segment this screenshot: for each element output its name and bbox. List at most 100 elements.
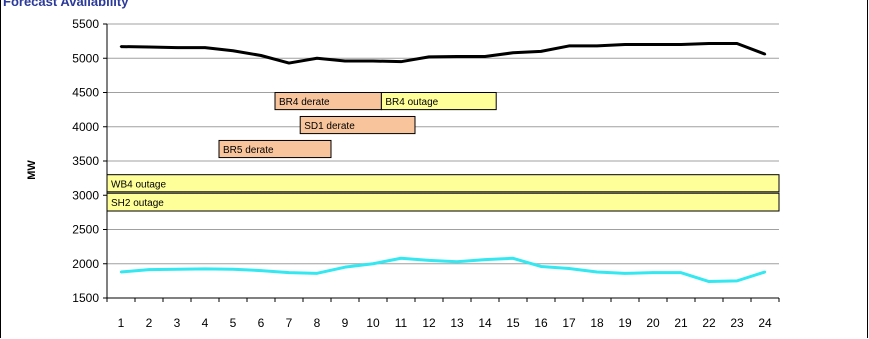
chart-title: Forecast Availability: [3, 0, 129, 9]
series-2-point: [707, 280, 711, 283]
series-line-1: [120, 42, 766, 65]
series-1-point: [315, 57, 319, 60]
x-tick-label: 11: [395, 316, 408, 330]
x-tick-label: 17: [562, 316, 576, 330]
x-tick-label: 4: [202, 316, 209, 330]
x-tick-label: 12: [422, 316, 436, 330]
series-2-point: [763, 270, 767, 274]
series-2-point: [399, 257, 403, 260]
y-tick-label: 3500: [72, 154, 99, 168]
series-2-point: [483, 258, 487, 261]
series-1-point: [427, 55, 431, 59]
series-2-point: [567, 267, 571, 270]
x-tick-label: 7: [286, 316, 293, 330]
series-2-point: [119, 270, 123, 274]
y-tick-label: 2000: [72, 257, 99, 271]
series-1-point: [483, 55, 487, 58]
series-2-point: [735, 279, 739, 283]
series-lines: [119, 42, 767, 284]
series-2-point: [343, 265, 347, 269]
series-1-point: [651, 43, 655, 46]
gridlines: [107, 23, 779, 265]
br4-outage-box: [380, 92, 497, 111]
series-2-point: [455, 260, 459, 263]
series-1-point: [567, 44, 571, 48]
series-1-point: [287, 61, 291, 65]
sd1-derate-box: [299, 115, 416, 135]
y-tick-label: 1500: [72, 291, 99, 305]
series-1-point: [231, 49, 235, 52]
x-tick-label: 10: [366, 316, 380, 330]
y-tick-label: 4000: [72, 120, 99, 134]
x-tick-label: 24: [758, 316, 772, 330]
series-1-point: [623, 43, 627, 46]
x-tick-label: 2: [146, 316, 153, 330]
series-2-point: [595, 270, 599, 274]
series-1-point: [175, 46, 179, 49]
x-tick-label: 16: [534, 316, 548, 330]
br4-outage-label: BR4 outage: [385, 97, 438, 108]
series-2-point: [147, 268, 151, 271]
series-1-point: [147, 45, 151, 49]
series-2-point: [259, 269, 263, 272]
series-2-point: [539, 265, 543, 268]
event-boxes: BR4 derate BR4 outage SD1 derate BR5 derate…: [106, 92, 780, 212]
series-2-point: [315, 272, 319, 275]
series-1-point: [539, 50, 543, 53]
y-tick-label: 4500: [72, 86, 99, 100]
series-2-point: [203, 267, 207, 271]
br4-derate-label: BR4 derate: [279, 97, 330, 108]
series-1-point: [399, 60, 403, 63]
sd1-derate-label: SD1 derate: [304, 121, 355, 132]
x-tick-label: 14: [478, 316, 492, 330]
x-tick-label: 20: [646, 316, 660, 330]
x-tick-label: 23: [730, 316, 744, 330]
series-1-point: [203, 46, 207, 49]
x-tick-label: 1: [118, 316, 125, 330]
axes: [103, 23, 780, 302]
x-tick-label: 9: [342, 316, 349, 330]
series-2-point: [651, 271, 655, 274]
x-tick-label: 18: [590, 316, 604, 330]
series-1-point: [511, 51, 515, 54]
y-tick-label: 5000: [72, 51, 99, 65]
series-2-point: [287, 271, 291, 274]
series-1-point: [259, 54, 263, 57]
x-tick-label: 5: [230, 316, 237, 330]
series-1-point: [679, 43, 683, 46]
x-tick-label: 19: [618, 316, 632, 330]
wb4-outage-label: WB4 outage: [111, 179, 166, 190]
series-1-point: [119, 45, 123, 48]
x-tick-label: 22: [702, 316, 716, 330]
y-tick-label: 5500: [72, 17, 99, 31]
sh2-outage-box: [106, 192, 780, 212]
series-1-point: [595, 44, 599, 48]
series-2-point: [175, 268, 179, 271]
x-tick-label: 3: [174, 316, 181, 330]
y-tick-label: 3000: [72, 188, 99, 202]
series-2-point: [427, 259, 431, 262]
series-1-point: [735, 42, 739, 45]
series-line-2: [120, 256, 766, 284]
x-tick-label: 13: [450, 316, 464, 330]
y-axis-label: MW: [26, 160, 38, 180]
series-1-point: [707, 42, 711, 45]
br5-derate-box: [218, 139, 332, 159]
x-tick-label: 21: [674, 316, 688, 330]
br5-derate-label: BR5 derate: [223, 145, 274, 156]
x-tick-label: 8: [314, 316, 321, 330]
y-tick-label: 2500: [72, 223, 99, 237]
series-2-point: [371, 262, 375, 265]
series-2-point: [511, 257, 515, 260]
x-tick-label: 15: [506, 316, 520, 330]
wb4-outage-box: [106, 174, 780, 193]
sh2-outage-label: SH2 outage: [111, 198, 164, 209]
series-1-point: [371, 59, 375, 63]
x-tick-label: 6: [258, 316, 265, 330]
series-2-point: [623, 272, 627, 275]
series-1-point: [455, 55, 459, 58]
series-2-point: [679, 271, 683, 274]
